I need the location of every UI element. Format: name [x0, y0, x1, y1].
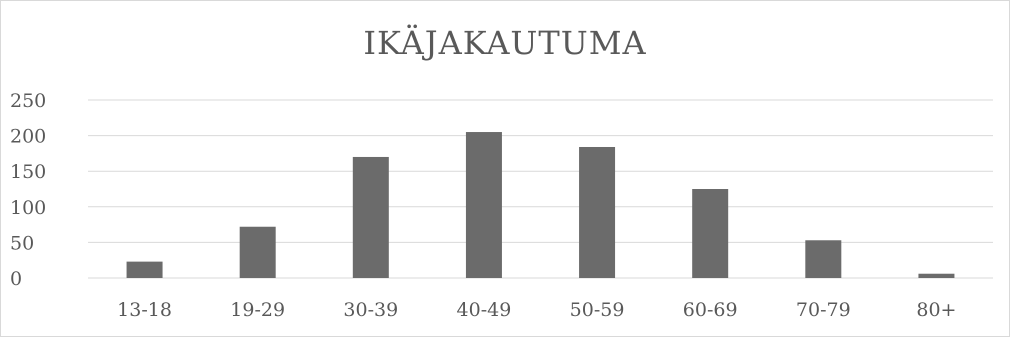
bar-80+ — [918, 273, 955, 278]
x-tick-label: 80+ — [916, 299, 956, 321]
x-tick-label: 50-59 — [570, 299, 625, 321]
bar-13-18 — [126, 261, 163, 278]
bar-30-39 — [352, 156, 389, 278]
gridlines — [88, 99, 993, 279]
y-axis-tick-labels: 0 50 100 150 200 250 — [10, 90, 46, 290]
bar-19-29 — [239, 226, 276, 278]
x-tick-label: 60-69 — [683, 299, 738, 321]
x-tick-label: 70-79 — [796, 299, 851, 321]
bar-70-79 — [805, 240, 842, 278]
chart-title: IKÄJAKAUTUMA — [363, 24, 647, 62]
bar-60-69 — [692, 189, 729, 278]
x-tick-label: 19-29 — [230, 299, 285, 321]
bars — [126, 132, 955, 278]
y-tick-label: 150 — [10, 161, 46, 183]
x-tick-label: 13-18 — [117, 299, 172, 321]
x-tick-label: 30-39 — [343, 299, 398, 321]
y-tick-label: 50 — [10, 232, 34, 254]
bar-40-49 — [465, 132, 502, 278]
y-tick-label: 0 — [10, 268, 22, 290]
y-tick-label: 250 — [10, 90, 46, 112]
y-tick-label: 100 — [10, 197, 46, 219]
bar-50-59 — [579, 146, 616, 278]
y-tick-label: 200 — [10, 126, 46, 148]
x-axis-tick-labels: 13-18 19-29 30-39 40-49 50-59 60-69 70-79 80+ — [117, 299, 956, 321]
x-tick-label: 40-49 — [457, 299, 512, 321]
